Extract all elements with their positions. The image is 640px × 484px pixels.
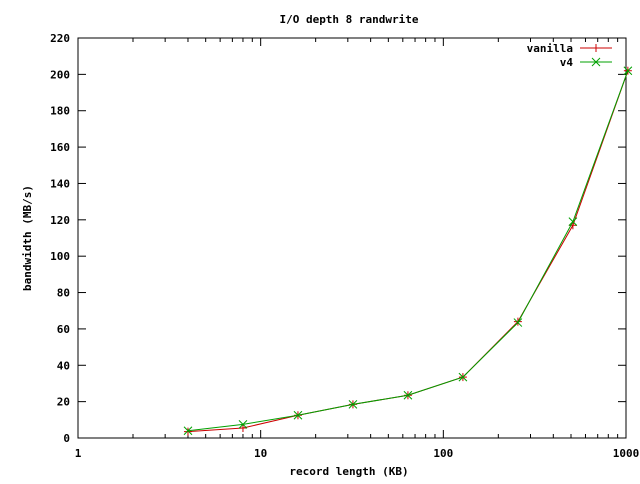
legend-marker xyxy=(591,57,601,67)
y-tick-label: 60 xyxy=(57,323,70,336)
data-point-v4 xyxy=(238,420,248,429)
y-tick-label: 200 xyxy=(50,68,70,81)
x-tick-label: 1 xyxy=(75,447,82,460)
y-axis-label: bandwidth (MB/s) xyxy=(21,185,34,291)
y-tick-label: 180 xyxy=(50,105,70,118)
data-point-vanilla xyxy=(238,424,247,432)
data-point-v4 xyxy=(513,318,523,327)
plot-area-frame xyxy=(77,37,627,439)
y-tick-label: 100 xyxy=(50,250,70,263)
legend-label: v4 xyxy=(560,56,574,69)
series-group xyxy=(183,66,633,436)
data-point-v4 xyxy=(293,410,303,420)
legend-marker xyxy=(592,44,600,52)
y-tick-label: 0 xyxy=(63,432,70,445)
y-tick-label: 40 xyxy=(57,359,70,372)
legend-label: vanilla xyxy=(527,42,573,55)
y-tick-label: 220 xyxy=(50,32,70,45)
y-tick-label: 140 xyxy=(50,177,70,190)
y-tick-label: 80 xyxy=(57,287,70,300)
data-point-v4 xyxy=(568,217,578,226)
series-line-vanilla xyxy=(187,70,629,433)
x-axis: 1 10 100 1000 xyxy=(75,38,640,460)
data-point-vanilla xyxy=(183,427,192,436)
data-point-v4 xyxy=(403,390,413,400)
y-tick-label: 20 xyxy=(57,396,70,409)
x-axis-label: record length (KB) xyxy=(289,465,408,478)
data-point-v4 xyxy=(623,66,633,76)
data-point-v4 xyxy=(348,400,358,409)
x-tick-label: 1000 xyxy=(613,447,640,460)
data-point-v4 xyxy=(183,426,193,436)
y-axis: 0 20 40 60 80 100 120 140 160 180 200 220 xyxy=(50,32,626,445)
y-tick-label: 160 xyxy=(50,141,70,154)
data-point-v4 xyxy=(458,372,468,382)
series-line-v4 xyxy=(187,70,629,432)
x-tick-label: 100 xyxy=(433,447,453,460)
chart-title: I/O depth 8 randwrite xyxy=(279,13,418,26)
x-tick-label: 10 xyxy=(254,447,267,460)
y-tick-label: 120 xyxy=(50,214,70,227)
